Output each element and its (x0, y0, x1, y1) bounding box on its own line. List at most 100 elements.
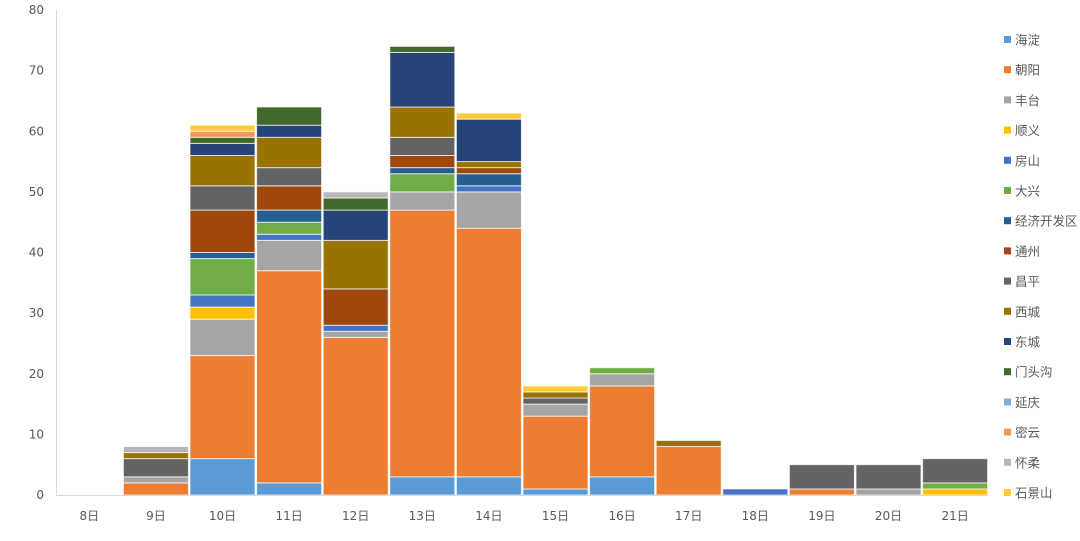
bar-segment (455, 118, 522, 163)
bar-segment (189, 209, 256, 253)
legend-swatch (1004, 428, 1011, 436)
legend-item: 东城 (1004, 335, 1041, 350)
legend-item: 西城 (1004, 304, 1041, 319)
bar-segment (322, 239, 389, 290)
legend-item: 门头沟 (1004, 365, 1053, 380)
bar-segment (455, 476, 522, 496)
bar-segment (788, 464, 855, 490)
bar-segment (655, 446, 722, 496)
x-tick-label: 8日 (79, 509, 99, 523)
y-tick-label: 10 (29, 427, 44, 441)
bar-segment (589, 373, 656, 387)
x-tick-label: 14日 (475, 509, 502, 523)
bar-segment (589, 476, 656, 496)
legend-swatch (1004, 489, 1011, 496)
legend-item: 密云 (1004, 425, 1040, 440)
legend-item: 房山 (1004, 153, 1040, 168)
bars (122, 45, 989, 496)
bar-segment (256, 239, 323, 272)
bar-segment (922, 458, 989, 484)
bar-segment (389, 167, 456, 175)
bar-segment (455, 167, 522, 175)
legend-label: 密云 (1015, 425, 1040, 440)
x-tick-label: 13日 (409, 509, 436, 523)
x-tick-label: 18日 (742, 509, 769, 523)
bar-segment (256, 185, 323, 211)
legend-swatch (1004, 338, 1011, 345)
legend-label: 石景山 (1015, 486, 1053, 501)
legend-label: 通州 (1015, 244, 1040, 259)
bar-segment (256, 209, 323, 223)
y-tick-label: 0 (36, 488, 44, 502)
bar-segment (522, 403, 589, 417)
bar-segment (256, 124, 323, 138)
y-tick-label: 20 (29, 367, 44, 381)
bar-segment (122, 458, 189, 478)
legend-swatch (1004, 398, 1011, 406)
legend-label: 昌平 (1015, 274, 1040, 289)
y-tick-label: 30 (29, 306, 44, 320)
bar-segment (455, 173, 522, 187)
x-tick-label: 15日 (542, 509, 569, 523)
bar-segment (455, 161, 522, 169)
bar-segment (256, 482, 323, 496)
bar-segment (389, 209, 456, 478)
bar-segment (455, 227, 522, 478)
bar-segment (256, 221, 323, 235)
bar-segment (122, 476, 189, 484)
bar-segment (189, 355, 256, 460)
bar-segment (189, 136, 256, 144)
bar-segment (189, 130, 256, 138)
y-tick-label: 40 (29, 246, 44, 260)
x-tick-label: 11日 (275, 509, 302, 523)
bar-segment (455, 185, 522, 193)
bar-segment (722, 488, 789, 496)
bar-segment (322, 288, 389, 326)
legend-item: 怀柔 (1004, 455, 1041, 470)
bar-segment (256, 106, 323, 126)
legend-item: 海淀 (1004, 33, 1041, 48)
bar-segment (389, 51, 456, 108)
bar-segment (189, 142, 256, 156)
legend-swatch (1004, 458, 1011, 466)
bar-segment (322, 324, 389, 332)
legend-label: 房山 (1015, 153, 1040, 168)
legend-item: 大兴 (1004, 184, 1040, 199)
bar-segment (122, 452, 189, 460)
x-tick-label: 12日 (342, 509, 369, 523)
legend-label: 朝阳 (1015, 63, 1040, 78)
bar-segment (322, 336, 389, 496)
bar-segment (522, 385, 589, 393)
bar-segment (389, 136, 456, 156)
y-tick-labels: 0 10 20 30 40 50 60 70 80 (29, 3, 44, 502)
legend-item: 朝阳 (1004, 63, 1040, 78)
bar-segment (189, 294, 256, 308)
legend-swatch (1004, 66, 1011, 74)
legend-swatch (1004, 368, 1011, 376)
bar-segment (855, 488, 922, 496)
legend-swatch (1004, 247, 1011, 255)
bar-segment (389, 155, 456, 169)
legend-label: 经济开发区 (1015, 214, 1078, 229)
bar-segment (522, 391, 589, 399)
legend-label: 大兴 (1015, 184, 1040, 199)
bar-segment (189, 252, 256, 260)
x-tick-label: 17日 (675, 509, 702, 523)
legend-label: 延庆 (1015, 395, 1041, 410)
bar-segment (322, 330, 389, 338)
bar-segment (522, 488, 589, 496)
legend-swatch (1004, 187, 1011, 194)
bar-segment (389, 45, 456, 53)
x-tick-label: 20日 (875, 509, 902, 523)
bar-segment (455, 191, 522, 229)
legend-label: 西城 (1015, 304, 1041, 319)
bar-segment (189, 155, 256, 187)
legend-swatch (1004, 126, 1011, 134)
bar-segment (256, 270, 323, 484)
legend-label: 怀柔 (1015, 455, 1041, 470)
bar-segment (256, 136, 323, 169)
bar-segment (189, 258, 256, 296)
bar-segment (389, 106, 456, 138)
legend-item: 延庆 (1004, 395, 1041, 410)
